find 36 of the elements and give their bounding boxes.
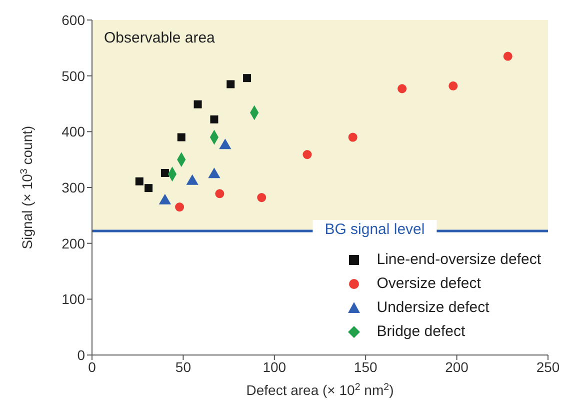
point xyxy=(243,74,252,82)
y-tick-label: 600 xyxy=(62,12,86,28)
ref-line-label: BG signal level xyxy=(324,221,425,238)
point xyxy=(448,81,458,90)
point xyxy=(503,52,512,61)
x-tick-label: 0 xyxy=(88,358,96,375)
x-tick-label: 100 xyxy=(262,358,286,375)
y-tick-label: 300 xyxy=(62,179,86,196)
point xyxy=(135,177,144,186)
point xyxy=(177,133,186,142)
legend-label: Oversize defect xyxy=(376,274,481,294)
point xyxy=(215,189,224,198)
x-tick-label: 200 xyxy=(445,358,469,375)
x-tick-label: 150 xyxy=(354,358,378,375)
point xyxy=(302,150,312,160)
y-tick-label: 500 xyxy=(62,68,86,84)
point xyxy=(175,202,184,212)
point xyxy=(348,132,358,142)
y-tick-label: 400 xyxy=(62,124,86,140)
point xyxy=(398,84,407,94)
point xyxy=(194,100,202,108)
legend-label: Undersize defect xyxy=(376,298,490,318)
band-label: Observable area xyxy=(104,30,216,47)
x-axis-title: Defect area (× 10$^{2}$ nm$^{2}$) xyxy=(246,382,394,398)
y-tick-label: 200 xyxy=(62,235,86,252)
point xyxy=(226,80,235,88)
legend-label: Bridge defect xyxy=(376,322,466,342)
y-tick-label: 100 xyxy=(62,291,86,308)
point xyxy=(210,115,218,124)
x-tick-label: 50 xyxy=(175,358,192,375)
y-tick-label: 0 xyxy=(77,346,86,363)
point xyxy=(257,193,266,202)
point xyxy=(144,184,153,192)
x-tick-label: 250 xyxy=(536,358,560,375)
legend-label: Line-end-oversize defect xyxy=(376,250,541,270)
point xyxy=(160,168,169,177)
